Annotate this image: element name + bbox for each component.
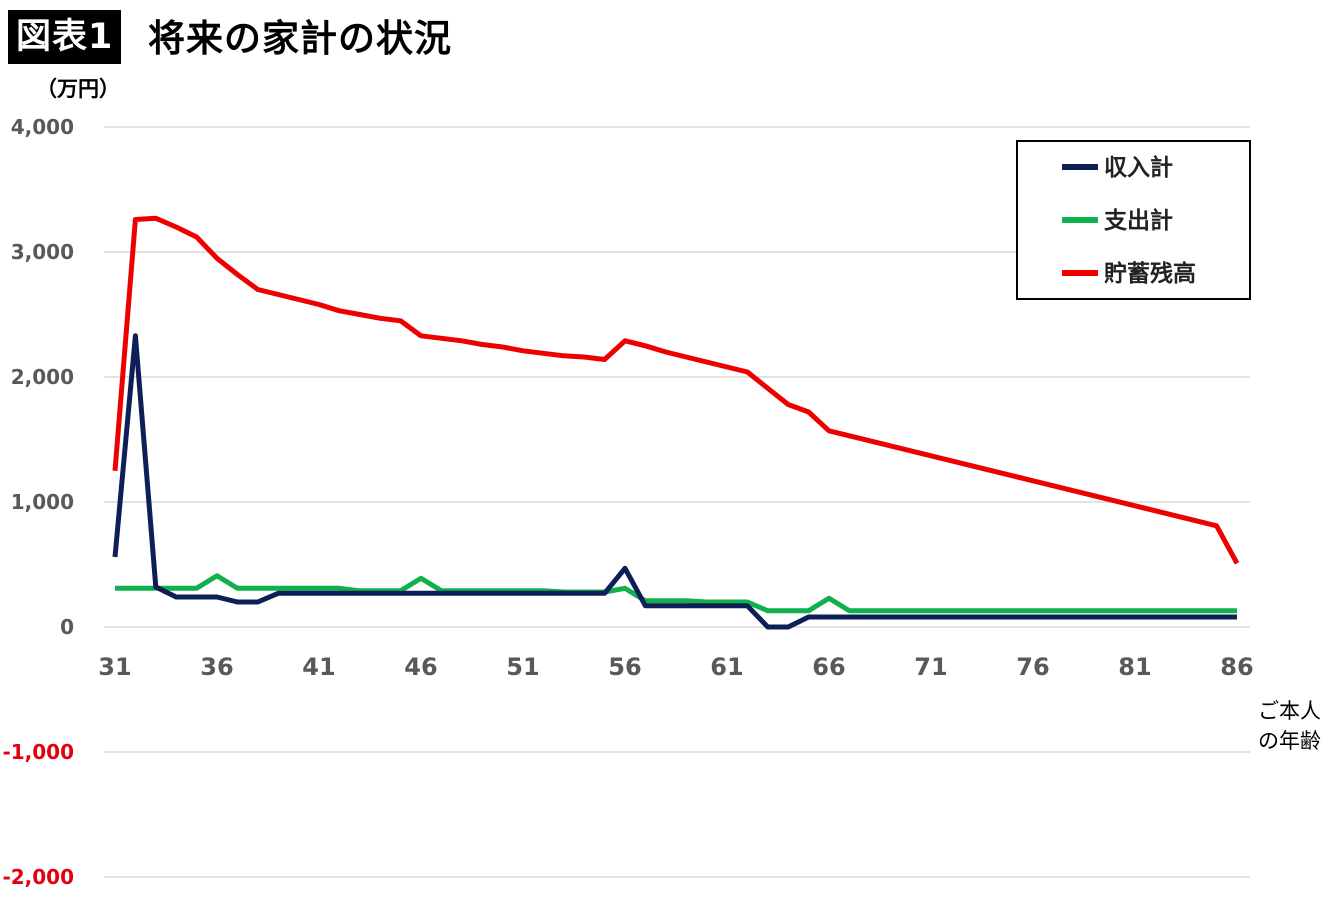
series-line-2 (115, 573, 1237, 614)
legend-label: 収入計 (1104, 154, 1173, 181)
x-axis-label-line-1: ご本人 (1258, 699, 1321, 723)
x-tick-label: 31 (98, 653, 131, 681)
y-tick-label: 0 (60, 615, 74, 639)
y-tick-label: -1,000 (2, 740, 74, 764)
x-axis-ticks: 31 36 41 46 51 56 61 66 71 76 81 86 (98, 653, 1253, 681)
x-tick-label: 71 (914, 653, 947, 681)
y-tick-label: 4,000 (11, 115, 74, 139)
x-tick-label: 41 (302, 653, 335, 681)
x-tick-label: 76 (1016, 653, 1049, 681)
x-tick-label: 46 (404, 653, 437, 681)
x-tick-label: 36 (200, 653, 233, 681)
legend-label: 支出計 (1103, 207, 1173, 234)
y-axis-ticks: -2,000 -1,000 0 1,000 2,000 3,000 4,000 (2, 115, 74, 889)
chart-title: 将来の家計の状況 (148, 17, 452, 60)
y-tick-label: -2,000 (2, 865, 74, 889)
x-axis-label-line-2: の年齢 (1258, 729, 1321, 753)
legend-label: 貯蓄残高 (1104, 260, 1196, 287)
x-tick-label: 81 (1118, 653, 1151, 681)
x-tick-label: 66 (812, 653, 845, 681)
series-line-1 (112, 333, 1237, 630)
y-tick-label: 3,000 (11, 240, 74, 264)
figure-number-badge: 図表1 (8, 10, 122, 64)
y-tick-label: 1,000 (11, 490, 74, 514)
x-tick-label: 86 (1220, 653, 1253, 681)
y-axis-unit-label: （万円） (36, 77, 120, 101)
x-tick-label: 56 (608, 653, 641, 681)
x-tick-label: 61 (710, 653, 743, 681)
x-tick-label: 51 (506, 653, 539, 681)
y-tick-label: 2,000 (11, 365, 74, 389)
legend-box (1016, 140, 1251, 300)
series-lines (112, 215, 1240, 630)
series-line-3 (112, 215, 1240, 565)
